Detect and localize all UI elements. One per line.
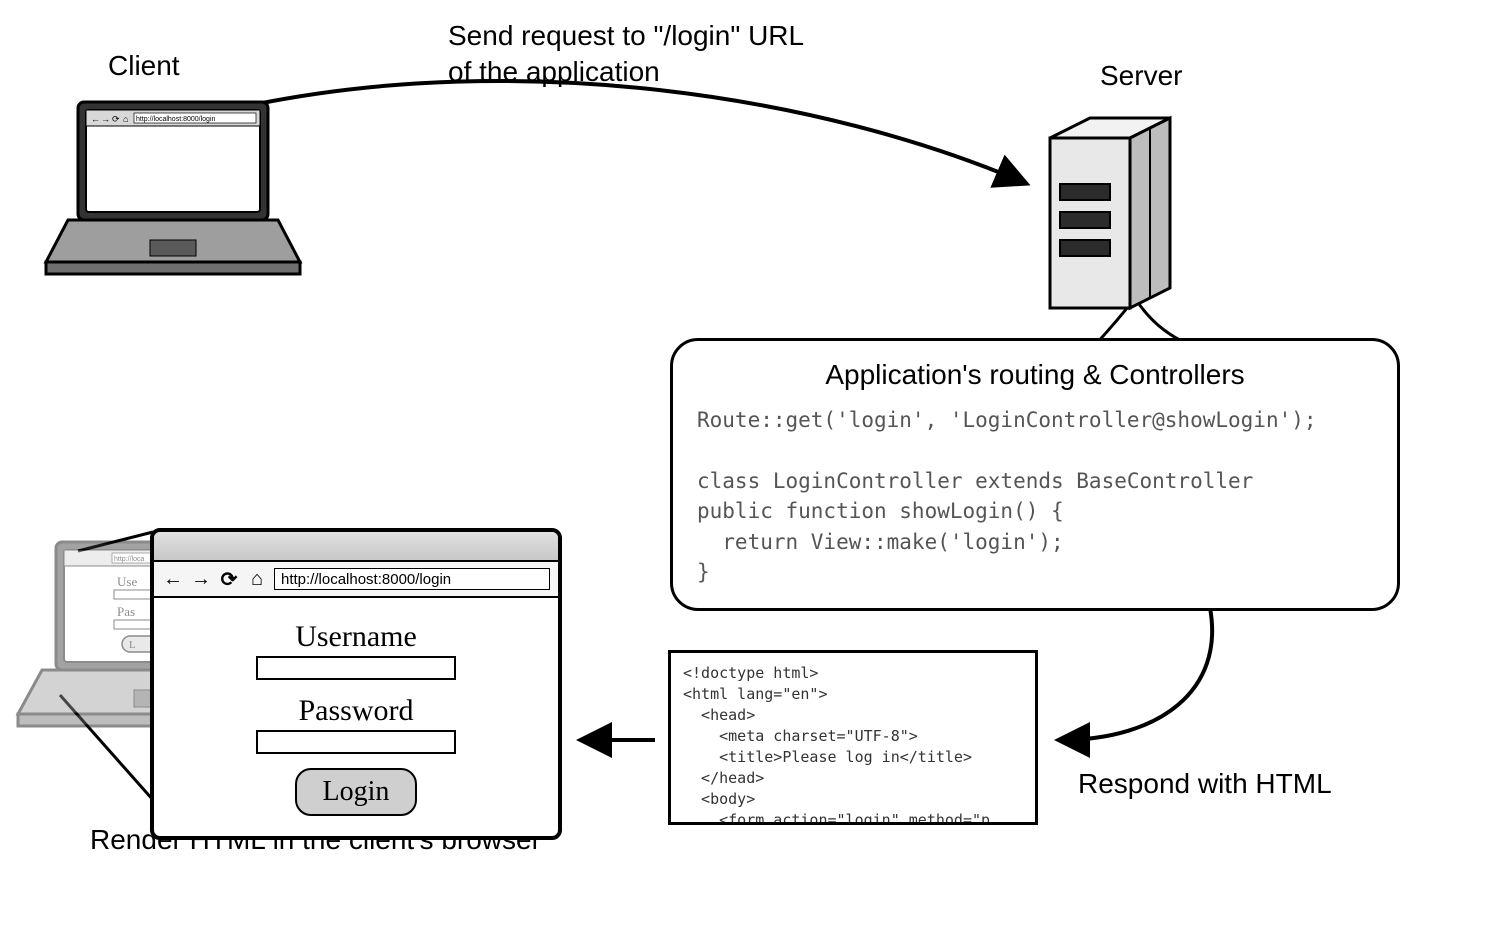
routing-code: Route::get('login', 'LoginController@sho… [697,405,1373,588]
client-label: Client [108,48,180,84]
svg-text:→: → [101,114,110,124]
svg-text:L: L [129,639,136,651]
svg-text:⌂: ⌂ [123,114,128,124]
html-response-box: <!doctype html> <html lang="en"> <head> … [668,650,1038,825]
html-code: <!doctype html> <html lang="en"> <head> … [683,663,1023,825]
arrow-request [252,81,1025,183]
svg-text:http://loca: http://loca [114,556,144,563]
svg-text:⟳: ⟳ [112,114,120,124]
browser-content: Username Password Login [154,598,558,836]
routing-box: Application's routing & Controllers Rout… [670,338,1400,611]
svg-text:←: ← [91,114,100,124]
login-button-label: Login [323,776,390,807]
respond-label: Respond with HTML [1078,766,1332,802]
url-text: http://localhost:8000/login [281,571,451,588]
browser-window: ← → ⟳ ⌂ http://localhost:8000/login User… [150,528,562,840]
url-bar[interactable]: http://localhost:8000/login [274,568,550,590]
home-icon[interactable]: ⌂ [246,568,268,591]
username-input[interactable] [256,656,456,680]
browser-toolbar: ← → ⟳ ⌂ http://localhost:8000/login [154,562,558,598]
send-request-label-2: of the application [448,54,660,90]
server-icon [1050,118,1170,308]
password-label: Password [174,694,538,728]
back-icon[interactable]: ← [162,568,184,591]
browser-titlebar [154,532,558,562]
routing-box-title: Application's routing & Controllers [697,359,1373,391]
reload-icon[interactable]: ⟳ [218,567,240,592]
send-request-label-1: Send request to "/login" URL [448,18,804,54]
server-label: Server [1100,58,1182,94]
username-label: Username [174,620,538,654]
arrow-respond [1060,608,1212,740]
small-url: http://localhost:8000/login [136,116,215,123]
svg-text:Use: Use [117,574,137,589]
svg-text:Pas: Pas [117,604,135,619]
login-button[interactable]: Login [295,768,418,816]
password-input[interactable] [256,730,456,754]
client-laptop-icon: ← → ⟳ ⌂ http://localhost:8000/login [46,102,300,274]
forward-icon[interactable]: → [190,568,212,591]
